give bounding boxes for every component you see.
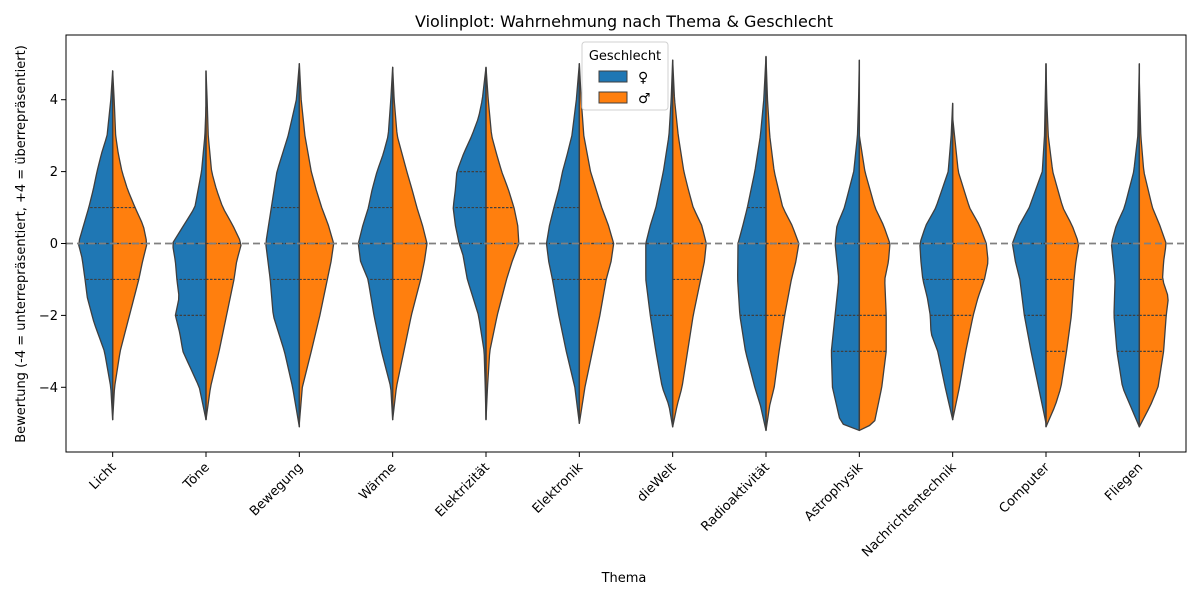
violin-male-4 (485, 66, 520, 421)
violin-body (1045, 63, 1080, 428)
y-tick-label: 0 (50, 237, 58, 252)
legend-label: ♂ (638, 91, 651, 107)
violin-body (1138, 81, 1169, 428)
violin-body (1110, 63, 1140, 428)
violin-male-8 (858, 135, 891, 432)
violin-male-1 (205, 70, 242, 421)
y-tick-label: −2 (39, 309, 58, 324)
violin-male-10 (1045, 63, 1080, 428)
x-tick-label: Töne (180, 460, 213, 493)
x-tick-label: dieWelt (634, 460, 679, 505)
violin-male-0 (112, 70, 148, 421)
violin-body (205, 70, 242, 421)
violin-female-2 (265, 63, 300, 428)
x-tick-label: Wärme (357, 460, 400, 503)
legend: Geschlecht ♀ ♂ (581, 41, 669, 111)
legend-label: ♀ (638, 70, 648, 86)
y-tick-label: 4 (50, 93, 58, 108)
violin-body (919, 102, 954, 421)
x-tick-label: Elektrizität (433, 460, 493, 520)
violin-male-2 (298, 63, 335, 424)
violin-male-11 (1138, 81, 1169, 428)
x-axis-label: Thema (601, 571, 647, 586)
x-tick-label: Astrophysik (802, 460, 867, 525)
x-tick-label: Nachrichtentechnik (859, 460, 959, 560)
violin-body (112, 70, 148, 421)
legend-title: Geschlecht (589, 49, 661, 64)
violin-female-8 (830, 59, 860, 432)
x-tick-label: Licht (87, 460, 120, 493)
violin-female-9 (919, 102, 954, 421)
x-tick-label: Elektronik (530, 460, 587, 517)
violin-body (952, 117, 989, 421)
x-tick-label: Computer (997, 460, 1054, 517)
violin-female-0 (78, 70, 114, 421)
violin-body (172, 106, 207, 421)
y-tick-label: −4 (39, 381, 58, 396)
violin-male-6 (672, 59, 707, 428)
legend-swatch (598, 70, 628, 83)
x-tick-label: Bewegung (247, 460, 306, 519)
plot-area (66, 55, 1186, 432)
y-tick-label: 2 (50, 165, 58, 180)
chart-title: Violinplot: Wahrnehmung nach Thema & Ges… (415, 12, 833, 31)
violin-male-9 (952, 117, 989, 421)
legend-swatch (598, 91, 628, 104)
violin-female-1 (172, 106, 207, 421)
violin-female-4 (452, 66, 487, 421)
violin-body (78, 70, 114, 421)
violin-body (858, 135, 891, 432)
y-axis-label: Bewertung (-4 = unterrepräsentiert, +4 =… (14, 45, 29, 443)
x-tick-label: Radioaktivität (698, 460, 772, 534)
violin-body (265, 63, 300, 428)
violin-body (830, 59, 860, 432)
violin-female-11 (1110, 63, 1140, 428)
x-tick-label: Fliegen (1102, 460, 1146, 504)
